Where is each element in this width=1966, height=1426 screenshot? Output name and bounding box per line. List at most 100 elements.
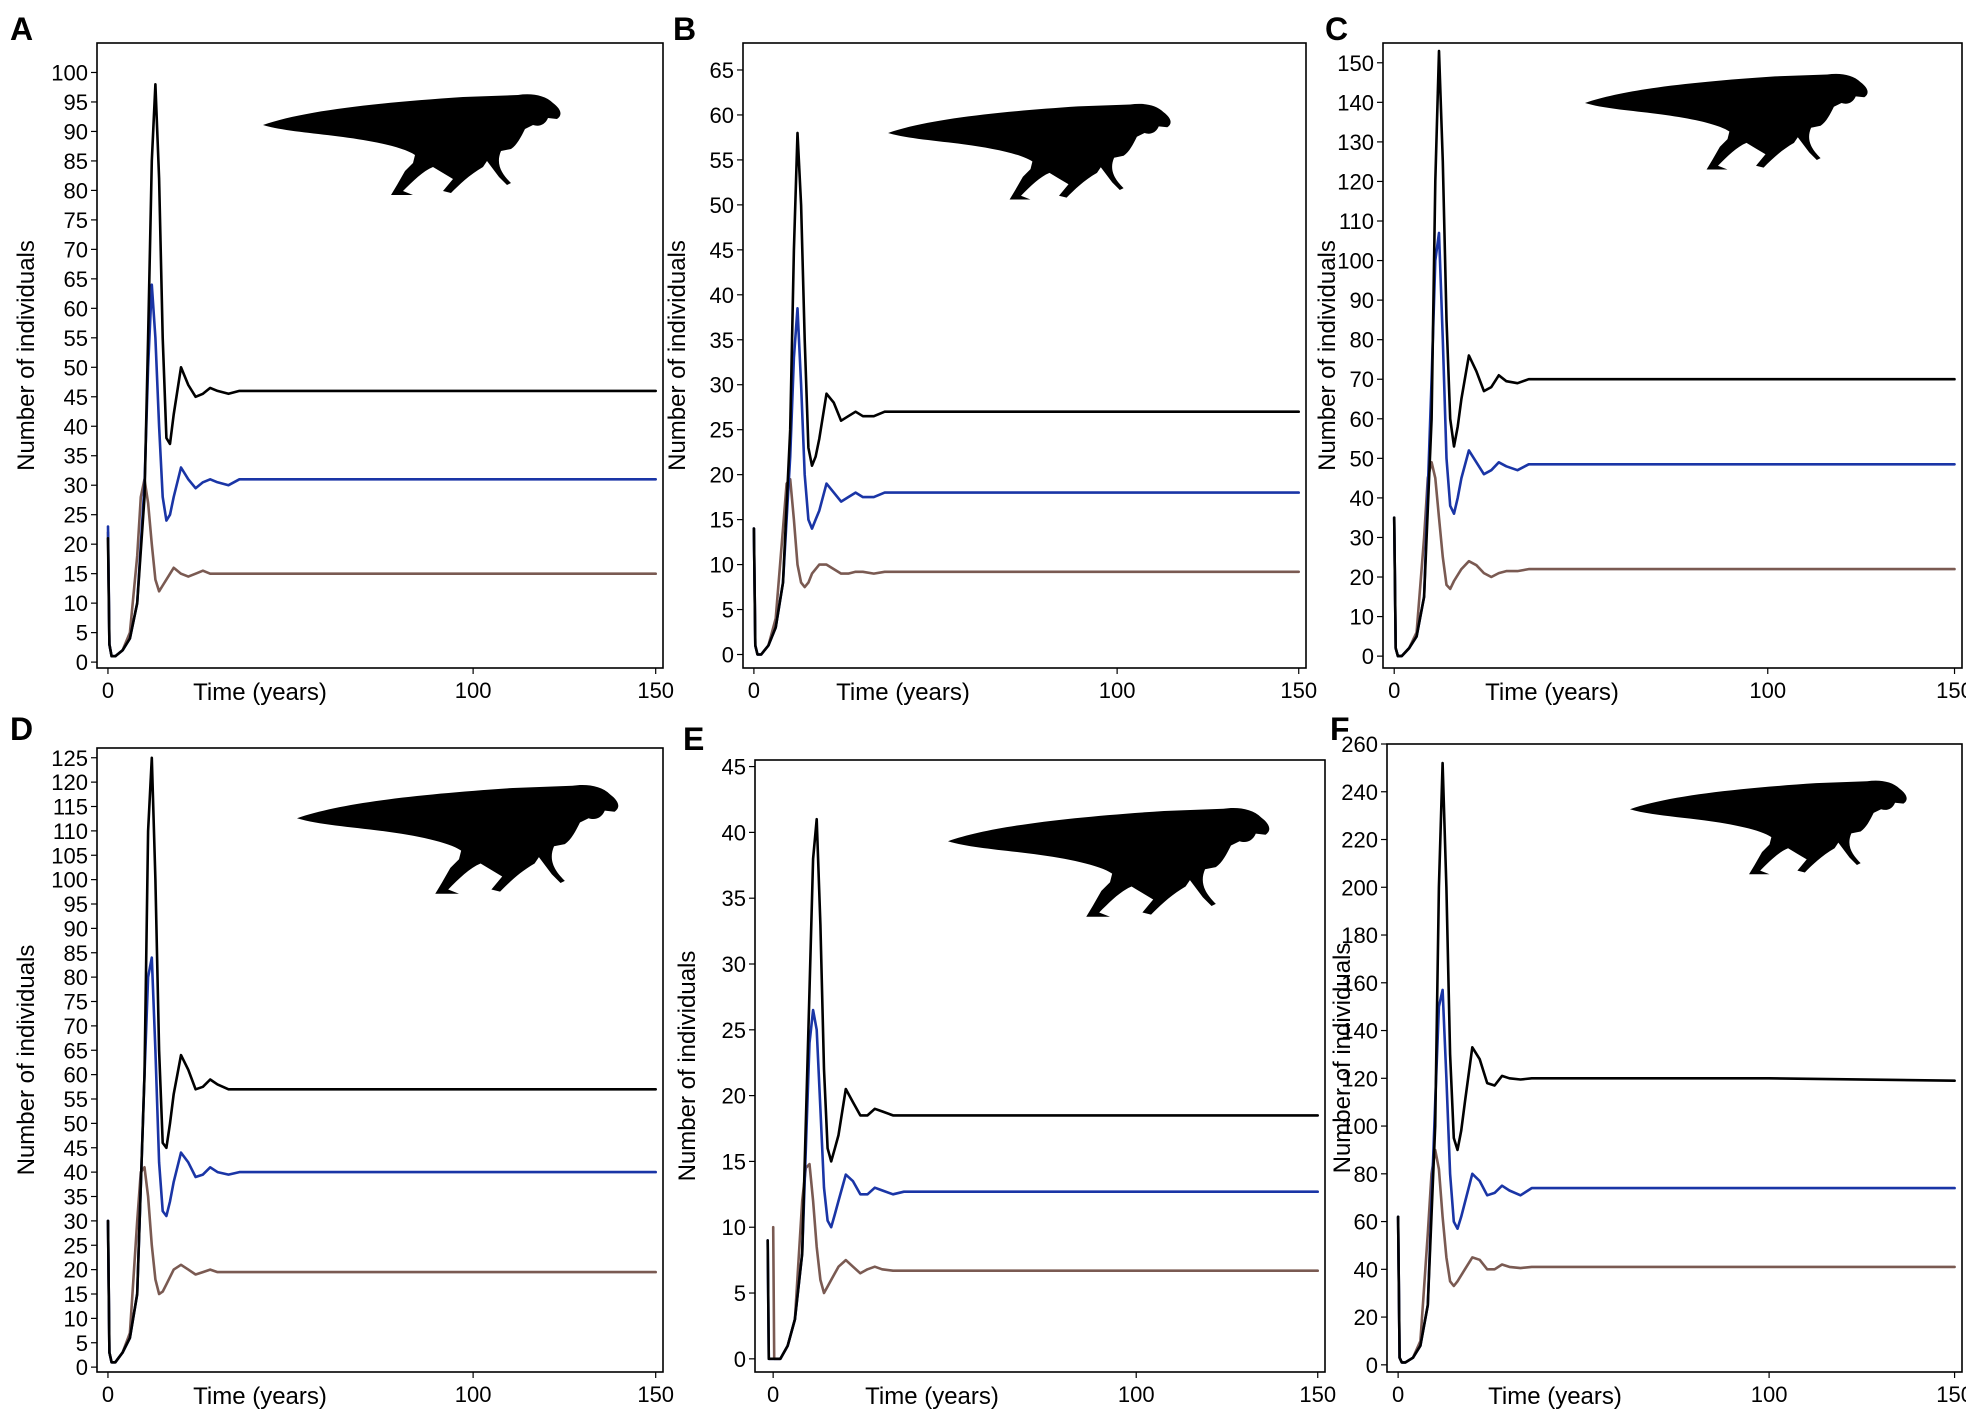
y-tick-label: 20 xyxy=(1350,565,1374,590)
x-tick-label: 150 xyxy=(1280,678,1317,703)
series-line-blue xyxy=(1392,231,1956,658)
y-axis-label: Number of individuals xyxy=(13,945,40,1176)
series-line-black xyxy=(106,756,657,1364)
y-tick-label: 70 xyxy=(64,1014,88,1039)
y-axis-label: Number of individuals xyxy=(13,240,40,471)
x-tick-label: 100 xyxy=(455,678,492,703)
y-tick-label: 30 xyxy=(710,373,734,398)
y-tick-label: 20 xyxy=(64,1258,88,1283)
x-tick-label: 100 xyxy=(1118,1382,1155,1407)
hadrosaur-silhouette-icon xyxy=(888,103,1171,200)
x-tick-label: 150 xyxy=(1936,1382,1966,1407)
y-tick-label: 55 xyxy=(64,1087,88,1112)
y-tick-label: 15 xyxy=(64,1282,88,1307)
y-tick-label: 0 xyxy=(76,650,88,675)
y-tick-label: 90 xyxy=(64,916,88,941)
series-line-black xyxy=(106,83,657,658)
series-line-blue xyxy=(766,1008,1319,1361)
y-tick-label: 15 xyxy=(710,508,734,533)
chart-panel-d: D051015202530354045505560657075808590951… xyxy=(10,711,674,1410)
y-tick-label: 20 xyxy=(64,532,88,557)
y-tick-label: 50 xyxy=(64,1111,88,1136)
series-line-brown xyxy=(106,1166,657,1364)
plot-frame xyxy=(742,42,1307,669)
y-tick-label: 75 xyxy=(64,990,88,1015)
y-tick-label: 130 xyxy=(1337,130,1374,155)
y-tick-label: 35 xyxy=(722,886,746,911)
y-tick-label: 5 xyxy=(76,621,88,646)
series-line-black xyxy=(766,817,1319,1361)
y-tick-label: 85 xyxy=(64,941,88,966)
x-tick-label: 100 xyxy=(1099,678,1136,703)
y-tick-label: 75 xyxy=(64,208,88,233)
plot-frame xyxy=(1386,743,1963,1373)
y-tick-label: 65 xyxy=(64,267,88,292)
x-tick-label: 100 xyxy=(1749,678,1786,703)
y-tick-label: 25 xyxy=(710,418,734,443)
y-tick-label: 0 xyxy=(734,1347,746,1372)
y-tick-label: 15 xyxy=(64,562,88,587)
plot-frame xyxy=(754,759,1326,1373)
y-tick-label: 65 xyxy=(64,1038,88,1063)
y-axis-label: Number of individuals xyxy=(1314,240,1341,471)
x-axis-label: Time (years) xyxy=(1488,1383,1622,1410)
y-tick-label: 5 xyxy=(734,1281,746,1306)
y-tick-label: 115 xyxy=(53,795,88,820)
panel-letter: E xyxy=(683,721,704,757)
y-tick-label: 35 xyxy=(710,328,734,353)
y-tick-label: 85 xyxy=(64,149,88,174)
panel-letter: B xyxy=(673,11,696,47)
y-tick-label: 90 xyxy=(1350,288,1374,313)
x-tick-label: 150 xyxy=(637,678,674,703)
x-tick-label: 0 xyxy=(767,1382,779,1407)
y-tick-label: 60 xyxy=(1354,1210,1378,1235)
y-tick-label: 40 xyxy=(722,820,746,845)
series-line-brown xyxy=(1396,1148,1956,1364)
y-axis-label: Number of individuals xyxy=(664,240,691,471)
series-line-brown xyxy=(1392,461,1956,658)
x-tick-label: 0 xyxy=(102,1382,114,1407)
y-tick-label: 95 xyxy=(64,90,88,115)
panel-letter: C xyxy=(1325,11,1348,47)
x-tick-label: 0 xyxy=(1392,1382,1404,1407)
y-tick-label: 30 xyxy=(1350,525,1374,550)
y-tick-label: 40 xyxy=(710,283,734,308)
x-axis-label: Time (years) xyxy=(193,1383,327,1410)
hadrosaur-silhouette-icon xyxy=(297,785,619,894)
y-tick-label: 200 xyxy=(1341,875,1378,900)
y-tick-label: 0 xyxy=(1366,1353,1378,1378)
y-tick-label: 40 xyxy=(64,1160,88,1185)
y-tick-label: 5 xyxy=(722,598,734,623)
y-tick-label: 10 xyxy=(64,591,88,616)
series-line-black xyxy=(1392,49,1956,658)
plot-frame xyxy=(96,747,664,1373)
x-tick-label: 150 xyxy=(1936,678,1966,703)
y-tick-label: 65 xyxy=(710,58,734,83)
y-tick-label: 95 xyxy=(64,892,88,917)
y-tick-label: 100 xyxy=(1341,1114,1378,1139)
y-tick-label: 180 xyxy=(1341,923,1378,948)
panel-letter: A xyxy=(10,11,33,47)
x-tick-label: 0 xyxy=(102,678,114,703)
y-tick-label: 50 xyxy=(710,193,734,218)
chart-panel-c: C 0 10 20 30 40 50 60 70 80 90 100 110 120 130 140 150 0 1… xyxy=(1314,11,1966,706)
x-axis-label: Time (years) xyxy=(836,679,970,706)
hadrosaur-silhouette-icon xyxy=(1630,780,1907,875)
y-tick-label: 10 xyxy=(710,553,734,578)
y-tick-label: 150 xyxy=(1337,51,1374,76)
x-tick-label: 0 xyxy=(748,678,760,703)
y-tick-label: 20 xyxy=(1354,1305,1378,1330)
y-tick-label: 20 xyxy=(710,463,734,488)
y-tick-label: 100 xyxy=(51,868,88,893)
y-tick-label: 110 xyxy=(1339,209,1374,234)
y-tick-label: 50 xyxy=(1350,446,1374,471)
y-tick-label: 30 xyxy=(64,1209,88,1234)
y-tick-label: 60 xyxy=(64,296,88,321)
y-tick-label: 60 xyxy=(710,103,734,128)
y-tick-label: 30 xyxy=(722,952,746,977)
chart-panel-e: E 0 5 10 15 20 25 30 35 40 45 0 100 150 Time (years) Nu… xyxy=(674,721,1336,1410)
y-tick-label: 160 xyxy=(1341,971,1378,996)
y-tick-label: 70 xyxy=(64,237,88,262)
y-tick-label: 50 xyxy=(64,355,88,380)
y-tick-label: 140 xyxy=(1337,90,1374,115)
